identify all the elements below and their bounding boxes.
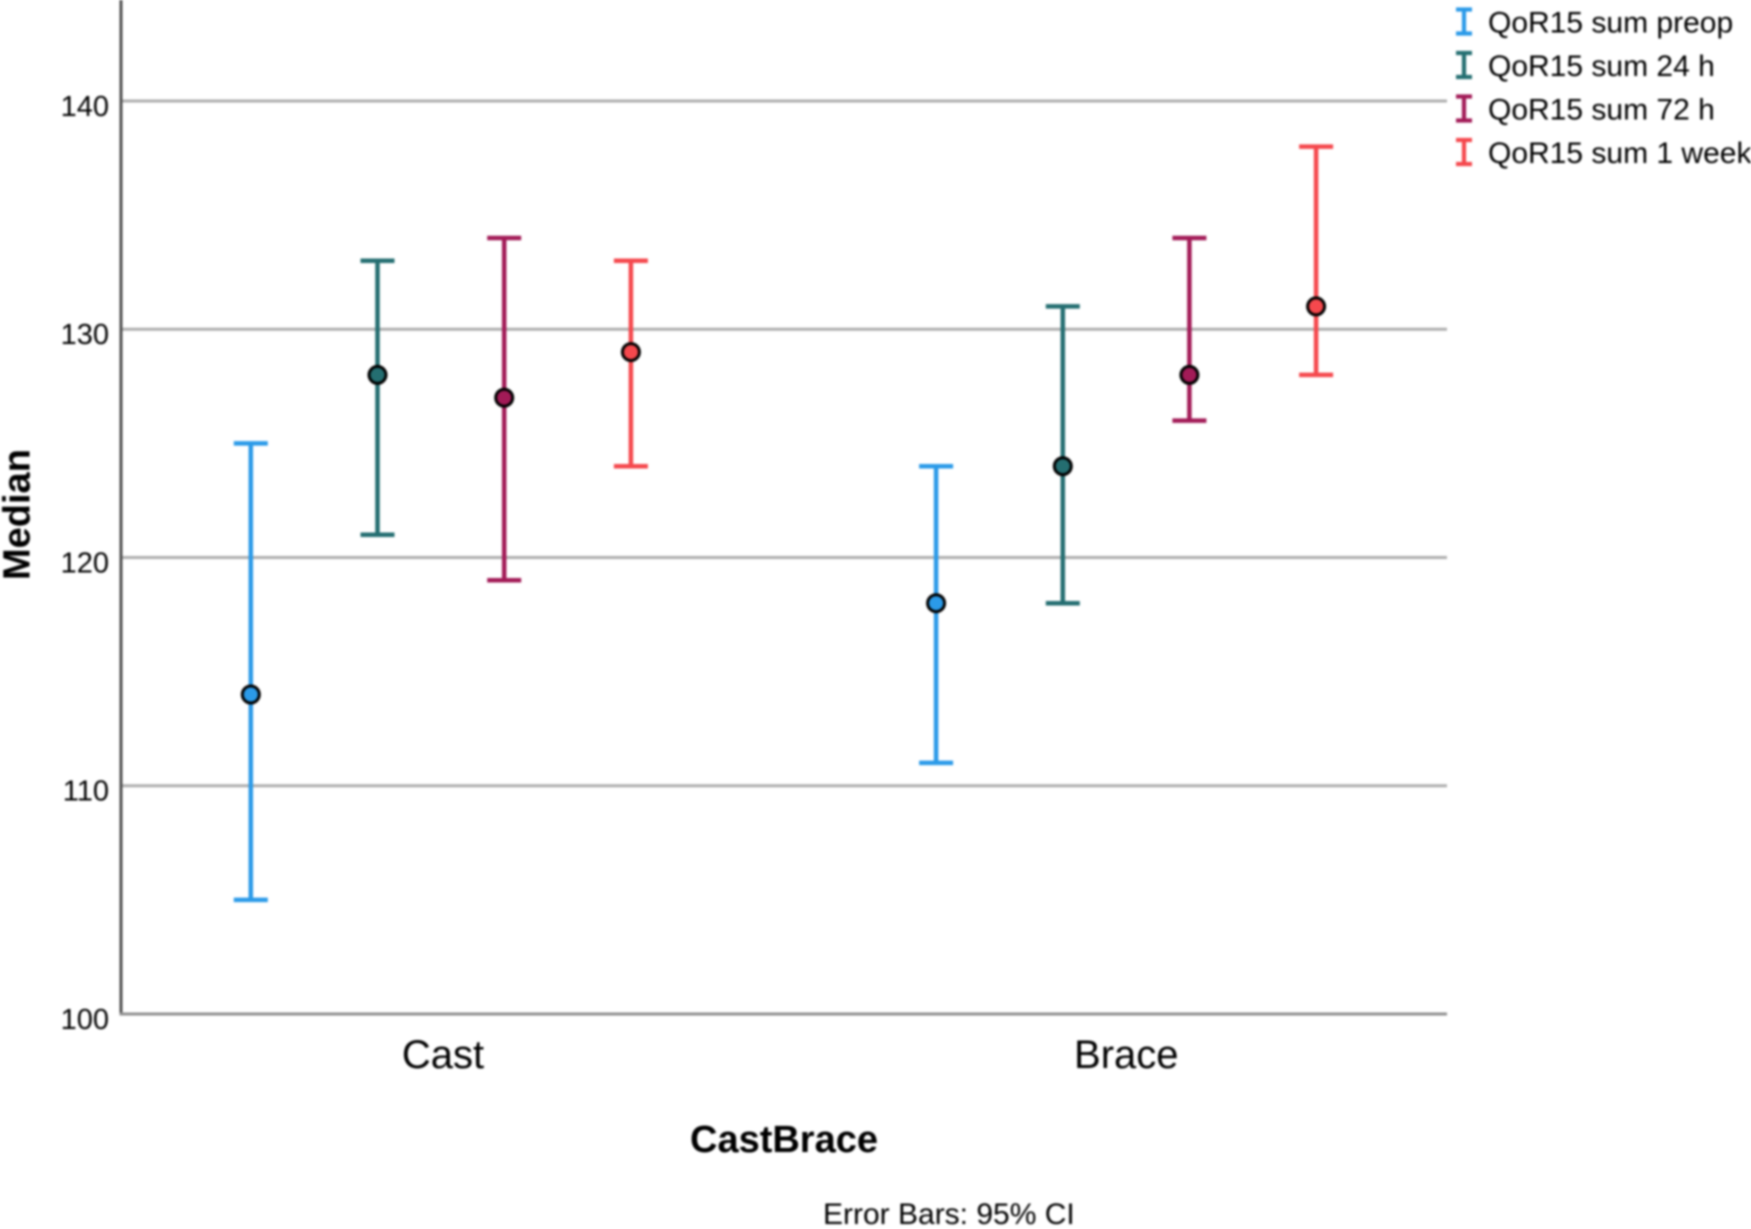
svg-text:130: 130 — [61, 319, 109, 351]
svg-text:CastBrace: CastBrace — [690, 1119, 878, 1161]
svg-text:QoR15 sum 1 week: QoR15 sum 1 week — [1488, 137, 1751, 170]
svg-text:Error Bars: 95% CI: Error Bars: 95% CI — [823, 1198, 1075, 1229]
svg-text:Brace: Brace — [1074, 1033, 1179, 1077]
svg-text:140: 140 — [61, 91, 109, 123]
svg-text:QoR15 sum 24 h: QoR15 sum 24 h — [1488, 50, 1715, 83]
svg-text:120: 120 — [61, 547, 109, 579]
svg-text:Median: Median — [0, 449, 39, 580]
svg-text:100: 100 — [61, 1004, 109, 1036]
svg-text:QoR15 sum preop: QoR15 sum preop — [1488, 6, 1733, 39]
svg-text:110: 110 — [63, 776, 109, 808]
svg-text:QoR15 sum 72 h: QoR15 sum 72 h — [1488, 93, 1715, 126]
svg-text:Cast: Cast — [402, 1033, 484, 1077]
